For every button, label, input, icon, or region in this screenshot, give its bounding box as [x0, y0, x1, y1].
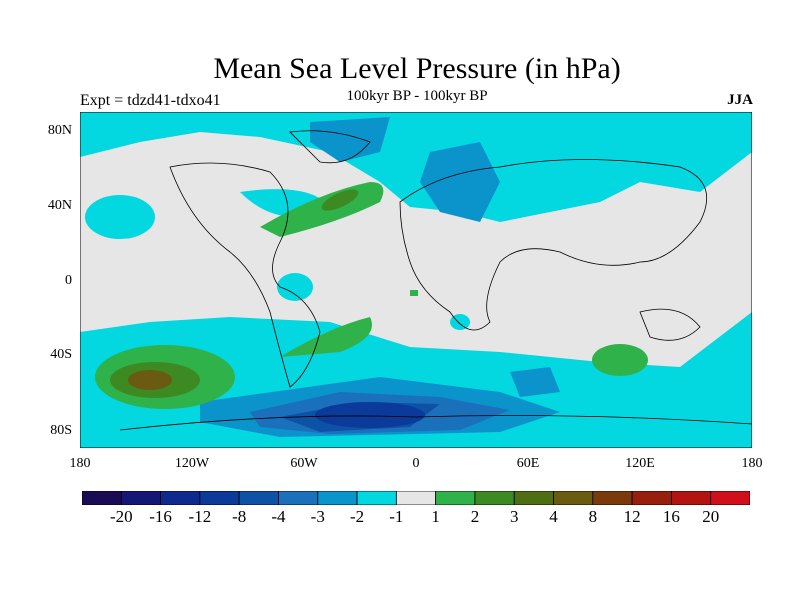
colorbar-swatch — [120, 491, 161, 505]
colorbar-label: -3 — [310, 507, 325, 526]
colorbar-label: 2 — [470, 507, 480, 526]
colorbar-swatch — [278, 491, 319, 505]
colorbar-swatch — [395, 491, 437, 505]
colorbar-label: 3 — [509, 507, 519, 526]
colorbar-label: 1 — [431, 507, 440, 526]
colorbar-label: 12 — [623, 507, 641, 526]
colorbar-label: 8 — [588, 507, 598, 526]
chart-title: Mean Sea Level Pressure (in hPa) — [213, 52, 621, 85]
colorbar-swatch — [317, 491, 358, 505]
colorbar-swatch — [82, 491, 122, 505]
lon-label-0: 0 — [412, 456, 420, 471]
colorbar-label: 20 — [702, 507, 720, 526]
lon-label-60e: 60E — [516, 456, 540, 471]
colorbar-swatch — [435, 491, 476, 505]
colorbar-swatch — [160, 491, 201, 505]
lon-label-60w: 60W — [290, 456, 318, 471]
colorbar-swatch — [710, 491, 750, 505]
lat-label-40s: 40S — [50, 347, 72, 362]
colorbar-label: -16 — [149, 507, 172, 526]
colorbar-swatch — [513, 491, 554, 505]
pressure-map — [80, 112, 752, 448]
experiment-label: Expt = tdzd41-tdxo41 — [80, 92, 221, 109]
colorbar-label: 16 — [662, 507, 680, 526]
lat-label-80s: 80S — [50, 423, 72, 438]
colorbar-label: 4 — [549, 507, 558, 526]
colorbar-swatch — [592, 491, 633, 505]
colorbar-label: -2 — [349, 507, 365, 526]
contour-layer-plus4 — [128, 370, 172, 390]
lat-label-80n: 80N — [47, 123, 72, 138]
colorbar-label: -1 — [389, 507, 404, 526]
colorbar-swatch — [474, 491, 515, 505]
colorbar-swatch — [199, 491, 240, 505]
colorbar-swatch — [553, 491, 594, 505]
lat-label-40n: 40N — [47, 198, 72, 213]
colorbar — [82, 491, 750, 505]
colorbar-swatch — [631, 491, 672, 505]
colorbar-swatch — [671, 491, 712, 505]
colorbar-label: -12 — [188, 507, 212, 526]
colorbar-label: -20 — [109, 507, 133, 526]
coastlines — [119, 130, 752, 431]
lon-label-120w: 120W — [174, 456, 210, 471]
season-label: JJA — [727, 92, 753, 108]
lon-label-120e: 120E — [625, 456, 655, 471]
colorbar-label: -8 — [232, 507, 247, 526]
chart-subtitle: 100kyr BP - 100kyr BP — [346, 88, 488, 104]
colorbar-label: -4 — [271, 507, 286, 526]
contour-layer-minus8 — [315, 402, 425, 428]
colorbar-swatch — [238, 491, 279, 505]
colorbar-swatch — [356, 491, 397, 505]
lon-label-180w: 180 — [69, 456, 91, 471]
lon-label-180e: 180 — [741, 456, 763, 471]
lat-label-0: 0 — [65, 273, 72, 288]
